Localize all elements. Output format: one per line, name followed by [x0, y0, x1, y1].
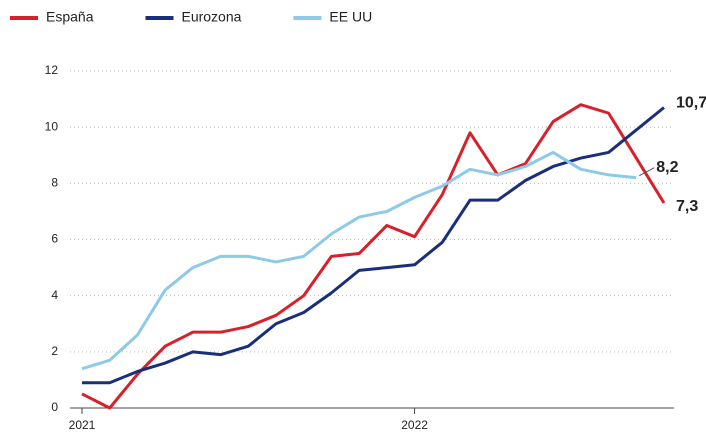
legend-label: Eurozona — [181, 9, 241, 25]
series-line — [82, 106, 665, 385]
legend-label: España — [46, 9, 94, 25]
leader-line — [639, 167, 655, 177]
series-line — [81, 150, 637, 371]
x-tick-label: 2021 — [69, 418, 96, 432]
y-tick-label: 12 — [45, 63, 59, 77]
y-tick-label: 4 — [51, 288, 58, 302]
y-tick-label: 10 — [45, 119, 59, 133]
y-tick-label: 6 — [51, 232, 58, 246]
value-label: 10,7 — [676, 95, 706, 112]
y-tick-label: 0 — [51, 400, 58, 414]
x-tick-label: 2022 — [401, 418, 428, 432]
series-line — [81, 103, 666, 410]
y-tick-label: 2 — [51, 344, 58, 358]
legend-label: EE UU — [329, 9, 372, 25]
y-tick-label: 8 — [51, 176, 58, 190]
value-label: 7,3 — [676, 198, 698, 215]
value-label: 8,2 — [656, 159, 678, 176]
